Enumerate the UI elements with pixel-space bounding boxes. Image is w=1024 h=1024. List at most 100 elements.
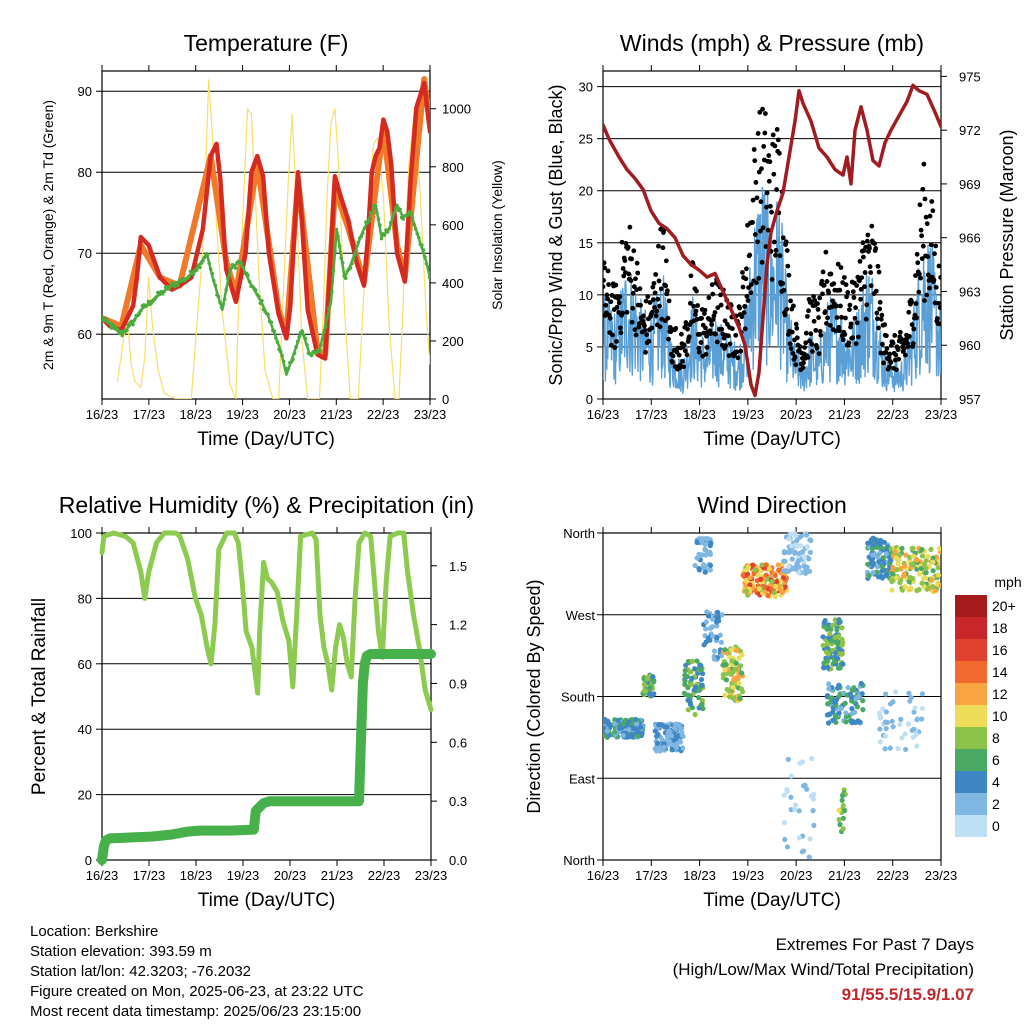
- temp-2m-line: [102, 80, 430, 361]
- direction-point: [840, 802, 846, 809]
- direction-point: [910, 553, 917, 559]
- direction-point: [731, 677, 737, 683]
- direction-point: [798, 533, 804, 539]
- gust-point: [848, 321, 854, 327]
- gust-point: [676, 352, 682, 358]
- direction-point: [685, 692, 692, 698]
- direction-point: [703, 619, 709, 625]
- gust-point: [886, 355, 891, 361]
- gust-point: [607, 315, 613, 321]
- dewpoint-point: [211, 278, 216, 283]
- gust-point: [922, 298, 927, 303]
- gust-point: [767, 159, 773, 165]
- gust-point: [895, 347, 901, 353]
- gust-point: [738, 348, 744, 354]
- dewpoint-point: [392, 211, 396, 215]
- gust-point: [793, 321, 799, 327]
- direction-point: [902, 731, 908, 737]
- temperature-y-tick-label: 70: [78, 246, 92, 261]
- direction-point: [681, 690, 688, 696]
- gust-point: [917, 271, 922, 277]
- dewpoint-point: [162, 289, 166, 294]
- gust-point: [824, 320, 829, 326]
- gust-point: [603, 260, 607, 266]
- gust-point: [763, 111, 768, 116]
- dewpoint-point: [343, 276, 348, 281]
- winds-y-tick-label: 0: [586, 392, 593, 407]
- colorbar-label: 12: [992, 686, 1008, 702]
- direction-point: [786, 536, 792, 542]
- direction-x-tick-label: 21/23: [828, 868, 861, 883]
- humidity-plot-frame: [101, 532, 432, 861]
- dewpoint-point: [129, 319, 134, 324]
- dewpoint-point: [376, 217, 381, 222]
- direction-point: [709, 633, 716, 639]
- gust-point: [654, 308, 660, 314]
- gust-point: [708, 331, 713, 336]
- colorbar-swatch: [955, 815, 987, 837]
- direction-point: [919, 580, 925, 586]
- dewpoint-point: [221, 303, 225, 307]
- direction-point: [866, 573, 872, 579]
- colorbar-swatch: [955, 595, 987, 617]
- gust-point: [910, 341, 916, 346]
- gust-point: [814, 345, 820, 351]
- direction-point: [781, 550, 788, 556]
- direction-y-tick-label: South: [561, 690, 595, 705]
- gust-point: [931, 277, 937, 283]
- gust-point: [822, 309, 828, 314]
- direction-point: [883, 573, 889, 579]
- gust-point: [909, 299, 914, 305]
- temperature-y-axis-title: 2m & 9m T (Red, Orange) & 2m Td (Green): [40, 100, 56, 370]
- figure-created: Figure created on Mon, 2025-06-23, at 23…: [30, 983, 364, 1000]
- direction-point: [711, 656, 718, 662]
- gust-point: [858, 286, 864, 292]
- direction-point: [799, 549, 806, 555]
- gust-point: [888, 360, 894, 365]
- humidity-y-tick-label: 80: [78, 591, 92, 606]
- direction-point: [707, 549, 713, 555]
- direction-point: [759, 562, 765, 568]
- gust-point: [703, 351, 709, 357]
- direction-point: [890, 699, 896, 705]
- direction-point: [788, 773, 794, 779]
- gust-point: [928, 242, 934, 248]
- gust-point: [797, 344, 803, 350]
- dewpoint-point: [340, 261, 345, 265]
- gust-point: [604, 292, 610, 298]
- direction-point: [781, 558, 787, 564]
- gust-point: [828, 271, 834, 277]
- direction-point: [825, 664, 831, 671]
- gust-point: [657, 324, 663, 330]
- gust-point: [851, 295, 857, 300]
- direction-point: [666, 728, 672, 734]
- gust-point: [701, 330, 707, 336]
- direction-point: [889, 571, 895, 577]
- direction-point: [604, 728, 610, 734]
- direction-point: [785, 549, 792, 555]
- direction-x-tick-label: 20/23: [780, 868, 813, 883]
- direction-point: [796, 835, 802, 841]
- direction-point: [766, 566, 772, 572]
- direction-point: [676, 721, 682, 728]
- direction-point: [903, 552, 909, 558]
- humidity-x-tick-label: 17/23: [133, 868, 166, 883]
- direction-point: [804, 786, 810, 792]
- gust-point: [610, 332, 615, 338]
- gust-point: [766, 178, 772, 184]
- direction-point: [732, 666, 739, 672]
- direction-point: [889, 578, 895, 585]
- humidity-x-tick-label: 16/23: [86, 868, 119, 883]
- dewpoint-point: [207, 261, 211, 265]
- direction-point: [635, 729, 641, 735]
- colorbar-swatch: [955, 683, 987, 705]
- gust-point: [760, 106, 765, 112]
- gust-point: [803, 340, 809, 346]
- direction-x-tick-label: 19/23: [732, 868, 765, 883]
- gust-point: [930, 208, 936, 214]
- winds-y2-tick-label: 960: [959, 338, 981, 353]
- gust-point: [785, 263, 791, 269]
- direction-point: [747, 582, 753, 588]
- gust-point: [696, 349, 702, 355]
- direction-point: [666, 741, 672, 747]
